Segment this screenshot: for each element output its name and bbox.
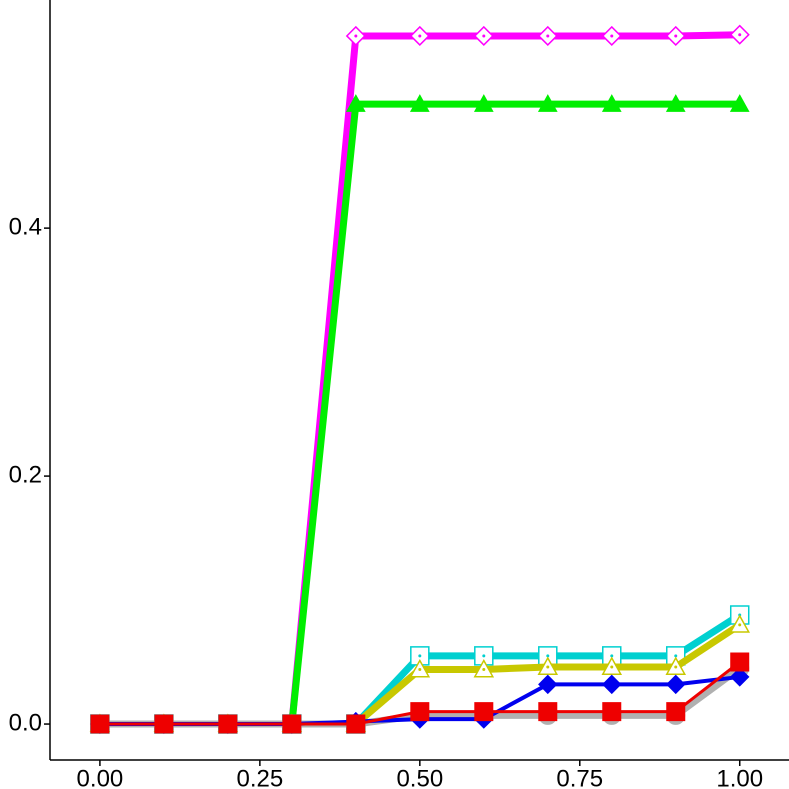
marker-dot — [674, 665, 678, 669]
marker — [730, 652, 750, 672]
series-line — [99, 31, 740, 728]
x-tick-label: 0.75 — [556, 765, 603, 789]
marker-dot — [674, 654, 678, 658]
marker-dot — [610, 654, 614, 658]
marker-dot — [354, 34, 358, 38]
marker — [90, 714, 110, 734]
y-tick-label: 0.2 — [9, 461, 42, 488]
marker-dot — [546, 665, 550, 669]
marker — [537, 94, 558, 112]
y-tick-label: 0.0 — [9, 709, 42, 736]
series — [90, 652, 750, 734]
x-tick-label: 0.00 — [77, 765, 124, 789]
marker-dot — [610, 34, 614, 38]
marker-dot — [546, 654, 550, 658]
marker — [602, 702, 622, 722]
series-line — [99, 100, 740, 728]
marker — [538, 702, 558, 722]
marker-dot — [738, 33, 742, 37]
marker — [601, 94, 622, 112]
marker-dot — [482, 34, 486, 38]
marker-dot — [482, 667, 486, 671]
marker — [665, 94, 686, 112]
marker — [410, 702, 430, 722]
marker-dot — [610, 665, 614, 669]
marker — [218, 714, 238, 734]
x-tick-label: 0.50 — [396, 765, 443, 789]
marker-dot — [418, 34, 422, 38]
marker — [409, 94, 430, 112]
marker — [538, 674, 558, 695]
marker — [345, 94, 366, 112]
marker — [154, 714, 174, 734]
marker — [730, 667, 750, 687]
series — [89, 24, 750, 735]
x-tick-label: 0.25 — [237, 765, 284, 789]
x-tick-label: 1.00 — [716, 765, 763, 789]
marker — [666, 702, 686, 722]
marker-dot — [418, 654, 422, 658]
marker — [729, 94, 750, 112]
marker-dot — [418, 667, 422, 671]
marker — [473, 94, 494, 112]
marker — [346, 714, 366, 734]
marker-dot — [482, 654, 486, 658]
marker-dot — [738, 623, 742, 627]
marker — [474, 702, 494, 722]
marker — [602, 674, 622, 695]
marker — [282, 714, 302, 734]
marker-dot — [546, 34, 550, 38]
series — [90, 94, 750, 732]
marker-dot — [674, 34, 678, 38]
marker — [666, 674, 686, 695]
y-tick-label: 0.4 — [9, 213, 42, 240]
